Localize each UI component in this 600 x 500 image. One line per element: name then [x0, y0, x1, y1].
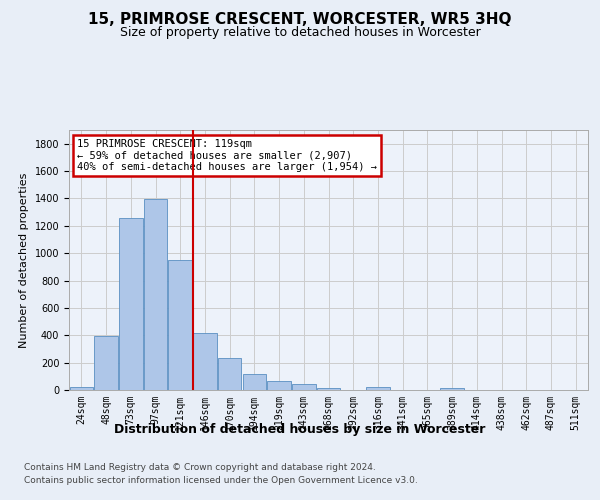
- Text: 15 PRIMROSE CRESCENT: 119sqm
← 59% of detached houses are smaller (2,907)
40% of: 15 PRIMROSE CRESCENT: 119sqm ← 59% of de…: [77, 139, 377, 172]
- Bar: [70, 386, 93, 390]
- Bar: [366, 388, 389, 390]
- Text: Size of property relative to detached houses in Worcester: Size of property relative to detached ho…: [119, 26, 481, 39]
- Bar: [242, 374, 266, 390]
- Bar: [218, 358, 241, 390]
- Text: Contains HM Land Registry data © Crown copyright and database right 2024.: Contains HM Land Registry data © Crown c…: [24, 462, 376, 471]
- Bar: [169, 260, 192, 390]
- Bar: [119, 218, 143, 390]
- Bar: [292, 384, 316, 390]
- Y-axis label: Number of detached properties: Number of detached properties: [19, 172, 29, 348]
- Text: Contains public sector information licensed under the Open Government Licence v3: Contains public sector information licen…: [24, 476, 418, 485]
- Bar: [144, 199, 167, 390]
- Bar: [94, 336, 118, 390]
- Text: Distribution of detached houses by size in Worcester: Distribution of detached houses by size …: [115, 422, 485, 436]
- Bar: [317, 388, 340, 390]
- Bar: [268, 381, 291, 390]
- Bar: [440, 388, 464, 390]
- Bar: [193, 333, 217, 390]
- Text: 15, PRIMROSE CRESCENT, WORCESTER, WR5 3HQ: 15, PRIMROSE CRESCENT, WORCESTER, WR5 3H…: [88, 12, 512, 28]
